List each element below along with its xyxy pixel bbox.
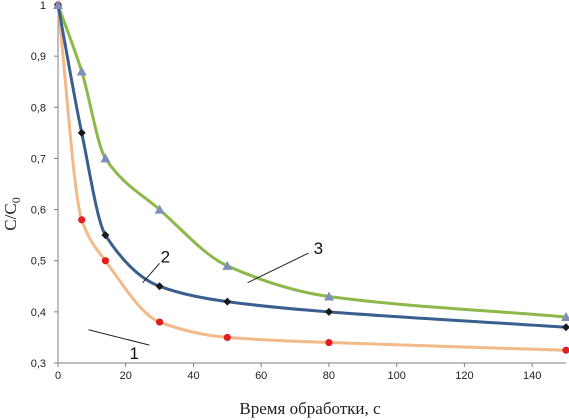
- x-tick-label: 0: [55, 370, 61, 382]
- series-2-label: 2: [161, 247, 170, 266]
- y-tick-label: 0,9: [31, 51, 46, 63]
- series-1-leader: [88, 329, 150, 346]
- series-3-line: [56, 3, 568, 319]
- x-tick-label: 100: [387, 370, 405, 382]
- series-2-leader: [142, 262, 160, 284]
- series-3-point: [323, 291, 334, 301]
- y-tick-label: 0,8: [31, 102, 46, 114]
- y-tick-label: 0,4: [31, 307, 46, 319]
- x-axis-title: Время обработки, с: [239, 399, 381, 418]
- series-1-point: [78, 216, 86, 224]
- series-1-point: [156, 318, 164, 326]
- x-tick-label: 20: [120, 370, 132, 382]
- series-1-point: [562, 346, 569, 354]
- series-3-point: [76, 66, 87, 76]
- series-3-point: [100, 153, 111, 163]
- x-tick-label: 60: [255, 370, 267, 382]
- series-2-point: [101, 231, 110, 240]
- series-1-point: [101, 257, 110, 265]
- series-3-leader: [247, 252, 309, 284]
- x-tick-label: 40: [187, 370, 199, 382]
- series-3-point: [222, 260, 233, 270]
- x-tick-label: 140: [523, 370, 541, 382]
- series-3-label: 3: [314, 239, 323, 258]
- series-3-point: [154, 204, 165, 214]
- series-2-point: [562, 323, 569, 332]
- y-tick-label: 0,5: [31, 256, 46, 268]
- series-3-point: [561, 311, 569, 321]
- series-3-point: [53, 0, 63, 9]
- y-axis-title-sub: 0: [9, 197, 23, 203]
- axes: 0 20 40 60 80 100 120 140 0,3 0,4 0,5 0,6 0,7 0,8 0,9 1: [31, 0, 566, 382]
- y-tick-label: 0,6: [31, 205, 46, 217]
- markers: [53, 0, 569, 354]
- y-tick-label: 0,7: [31, 153, 46, 165]
- curves: [56, 3, 568, 352]
- x-tick-label: 120: [455, 370, 473, 382]
- y-tick-label: 1: [40, 0, 46, 12]
- series-1-line: [56, 3, 568, 352]
- series-2-line: [56, 3, 568, 329]
- labels: 1 2 3: [88, 239, 323, 363]
- series-2-point: [223, 297, 232, 306]
- series-1-point: [325, 338, 333, 347]
- y-axis-title: C/C0: [1, 197, 23, 230]
- series-2-point: [155, 282, 164, 291]
- series-1-label: 1: [129, 344, 138, 363]
- x-tick-label: 80: [323, 370, 335, 382]
- series-2-point: [77, 128, 86, 137]
- y-axis-title-main: C/C: [1, 203, 20, 230]
- series-2-point: [324, 307, 333, 316]
- y-tick-label: 0,3: [31, 358, 46, 370]
- series-1-point: [223, 333, 231, 342]
